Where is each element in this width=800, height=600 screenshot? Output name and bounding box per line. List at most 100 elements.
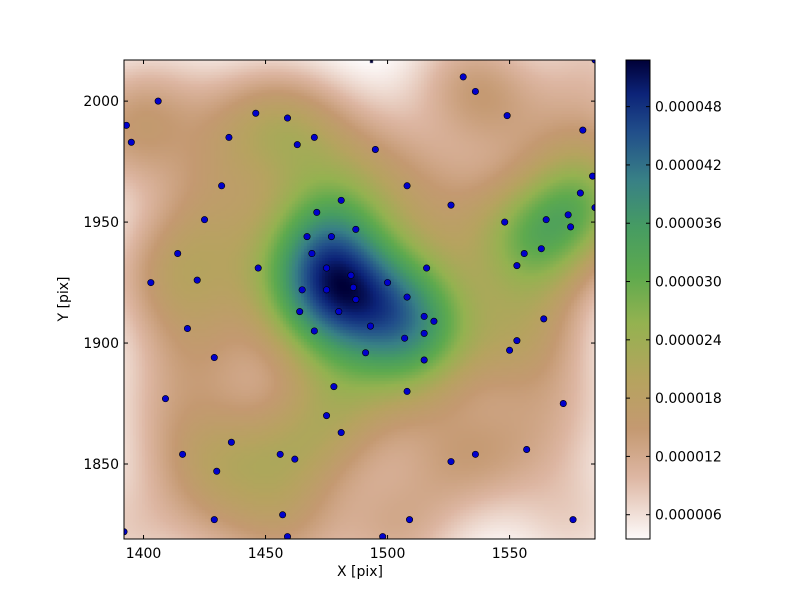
data-point [210,516,218,524]
data-point [291,455,299,463]
y-axis-ticks: 1850 1900 1950 2000 [83,94,595,473]
x-tick-label: 1400 [126,546,162,562]
data-point [567,223,575,231]
data-point [330,383,338,391]
colorbar-tick-label: 0.000012 [655,449,722,465]
data-point [447,458,455,466]
data-point [406,516,414,524]
data-point [503,112,511,120]
data-point [589,172,595,180]
density-heatmap [124,60,595,539]
data-point [349,283,357,291]
data-point [276,450,284,458]
data-point [193,276,201,284]
colorbar: 0.000006 0.000012 0.000018 0.000024 0.000030… [625,59,722,540]
data-point [298,286,306,294]
data-point [384,279,392,287]
colorbar-tick-label: 0.000024 [655,333,722,349]
data-point [154,97,162,105]
data-point [174,250,182,258]
y-tick-label: 1900 [83,336,119,352]
data-point [201,216,209,224]
data-point [179,450,187,458]
data-point [227,438,235,446]
data-point [506,346,514,354]
scatter-points [124,60,595,539]
data-point [252,109,260,117]
data-point [210,354,218,362]
data-point [313,208,321,216]
data-point [213,467,221,475]
data-point [366,322,374,330]
data-point [323,286,331,294]
data-point [337,196,345,204]
colorbar-tick-label: 0.000006 [655,508,722,524]
data-point [352,295,360,303]
colorbar-frame [625,59,651,540]
data-point [403,293,411,301]
data-point [401,334,409,342]
data-point [403,387,411,395]
data-point [183,325,191,333]
data-point [296,308,304,316]
data-point [542,216,550,224]
data-point [127,138,135,146]
data-point [513,262,521,270]
colorbar-gradient [626,60,650,539]
x-tick-label: 1500 [370,546,406,562]
data-point [420,356,428,364]
data-point [423,264,431,272]
data-point [471,87,479,95]
x-tick-label: 1450 [248,546,284,562]
x-axis-label: X [pix] [337,564,383,580]
data-point [323,264,331,272]
data-point [537,245,545,253]
data-point [513,337,521,345]
data-point [569,516,577,524]
colorbar-tick-label: 0.000030 [655,275,722,291]
data-point [520,250,528,258]
data-point [303,233,311,241]
data-point [540,315,548,323]
plot-area: 1400 1450 1500 1550 1850 1900 1950 2000 X [pix… [56,59,596,580]
colorbar-ticks: 0.000006 0.000012 0.000018 0.000024 0.000030… [626,100,722,524]
data-point [161,395,169,403]
data-point [576,189,584,197]
y-tick-label: 1950 [83,215,119,231]
data-point [523,445,531,453]
data-point [293,141,301,149]
data-point [284,533,292,539]
data-point [420,312,428,320]
data-point [379,533,387,539]
data-point [147,279,155,287]
data-point [124,121,130,129]
y-tick-label: 1850 [83,457,119,473]
colorbar-tick-label: 0.000042 [655,158,722,174]
data-point [403,182,411,190]
data-point [218,182,226,190]
colorbar-tick-label: 0.000018 [655,391,722,407]
data-point [447,201,455,209]
data-point [579,126,587,134]
data-point [337,429,345,437]
data-point [352,225,360,233]
colorbar-tick-label: 0.000036 [655,216,722,232]
x-tick-label: 1550 [492,546,528,562]
data-point [459,73,467,81]
y-tick-label: 2000 [83,94,119,110]
data-point [284,114,292,122]
data-point [420,329,428,337]
x-axis-ticks: 1400 1450 1500 1550 [126,60,528,562]
data-point [564,211,572,219]
data-point [327,233,335,241]
data-point [347,271,355,279]
data-point [310,327,318,335]
data-point [371,146,379,154]
data-point [362,349,370,357]
data-point [254,264,262,272]
data-point [323,412,331,420]
data-point [310,133,318,141]
data-point [501,218,509,226]
data-point [225,133,233,141]
